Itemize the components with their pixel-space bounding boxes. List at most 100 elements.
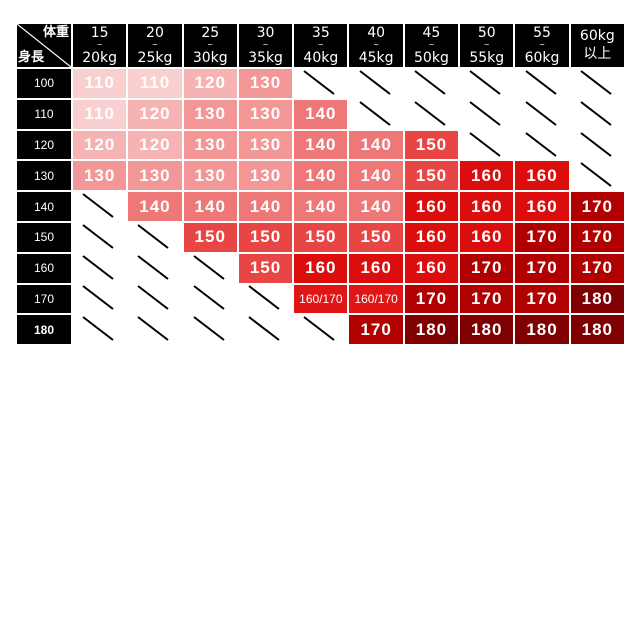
empty-cell [294, 315, 348, 345]
size-cell: 160 [460, 161, 514, 191]
size-cell: 130 [238, 161, 293, 191]
slash-icon [137, 285, 170, 311]
size-cell: 160 [404, 253, 459, 283]
empty-cell [460, 99, 514, 129]
empty-cell [128, 222, 182, 252]
column-header: 50 ~55kg [460, 24, 514, 67]
size-cell: 120 [73, 130, 127, 160]
size-cell: 140 [294, 192, 348, 221]
slash-icon [137, 254, 170, 280]
corner-header: 体重 身長 [17, 24, 71, 67]
weight-to: 40kg [303, 50, 339, 66]
size-cell: 140 [294, 130, 348, 160]
size-cell: 140 [294, 99, 348, 129]
size-cell: 160 [404, 222, 459, 252]
slash-icon [580, 131, 612, 157]
empty-cell [460, 130, 514, 160]
size-cell: 170 [515, 222, 569, 252]
weight-label: 体重 [42, 25, 69, 40]
size-cell: 160 [515, 161, 569, 191]
tilde-separator: ~ [539, 41, 545, 49]
weight-from: 50 [477, 25, 496, 41]
slash-icon [193, 285, 225, 311]
tilde-separator: ~ [373, 41, 380, 49]
tilde-separator: ~ [483, 41, 490, 49]
size-cell: 150 [404, 161, 459, 191]
slash-icon [82, 285, 114, 311]
slash-icon [303, 70, 335, 95]
size-cell: 140 [349, 192, 403, 221]
size-cell: 130 [238, 99, 293, 129]
slash-icon [580, 70, 612, 95]
size-cell: 150 [238, 222, 293, 252]
size-cell: 160 [404, 192, 459, 221]
size-cell: 110 [73, 99, 127, 129]
slash-icon [137, 224, 170, 249]
row-header-height: 150 [17, 222, 71, 252]
slash-icon [580, 100, 612, 126]
column-header: 20 ~25kg [128, 24, 182, 67]
empty-cell [128, 284, 182, 314]
slash-icon [524, 100, 557, 126]
size-chart-table: 体重 身長 15 ~20kg 20 ~25kg 25 ~30kg 30 ~35kg 35 ~40k… [17, 24, 624, 345]
size-cell: 170 [515, 253, 569, 283]
slash-icon [414, 100, 446, 126]
row-header-height: 130 [17, 161, 71, 191]
size-cell: 180 [460, 315, 514, 345]
size-cell: 160 [460, 222, 514, 252]
empty-cell [128, 253, 182, 283]
weight-from: 25 [201, 25, 220, 41]
size-cell: 170 [515, 284, 569, 314]
weight-from: 60kg [579, 28, 615, 44]
size-cell: 150 [238, 253, 293, 283]
row-header-height: 120 [17, 130, 71, 160]
empty-cell [73, 284, 127, 314]
empty-cell [515, 130, 569, 160]
tilde-separator: ~ [428, 41, 435, 49]
size-cell: 180 [570, 315, 624, 345]
size-cell: 160/170 [294, 284, 348, 314]
empty-cell [238, 315, 293, 345]
slash-icon [524, 70, 557, 95]
weight-from: 45 [422, 25, 441, 41]
weight-from: 15 [90, 25, 109, 41]
height-label: 身長 [18, 50, 45, 65]
size-cell: 130 [238, 69, 293, 98]
row-header-height: 140 [17, 192, 71, 221]
empty-cell [515, 99, 569, 129]
size-cell: 150 [294, 222, 348, 252]
slash-icon [82, 224, 114, 249]
slash-icon [82, 254, 114, 280]
slash-icon [469, 100, 501, 126]
size-cell: 140 [128, 192, 182, 221]
size-cell: 150 [404, 130, 459, 160]
slash-icon [193, 254, 225, 280]
slash-icon [82, 193, 114, 218]
slash-icon [137, 316, 170, 342]
row-header-height: 170 [17, 284, 71, 314]
size-cell: 140 [349, 130, 403, 160]
size-cell: 150 [183, 222, 237, 252]
slash-icon [580, 162, 612, 188]
size-cell: 130 [183, 161, 237, 191]
empty-cell [349, 99, 403, 129]
size-cell: 160 [515, 192, 569, 221]
weight-to: 60kg [524, 50, 560, 66]
size-cell: 150 [349, 222, 403, 252]
empty-cell [570, 69, 624, 98]
empty-cell [183, 253, 237, 283]
size-cell: 140 [238, 192, 293, 221]
size-cell: 160/170 [349, 284, 403, 314]
slash-icon [359, 70, 391, 95]
column-header: 15 ~20kg [73, 24, 127, 67]
size-cell: 160 [349, 253, 403, 283]
tilde-separator: ~ [96, 41, 103, 49]
slash-icon [414, 70, 446, 95]
weight-to: 30kg [192, 50, 228, 66]
weight-to: 45kg [358, 50, 394, 66]
size-cell: 130 [183, 130, 237, 160]
tilde-separator: ~ [207, 41, 214, 49]
empty-cell [73, 315, 127, 345]
weight-to: 55kg [469, 50, 505, 66]
size-cell: 140 [183, 192, 237, 221]
